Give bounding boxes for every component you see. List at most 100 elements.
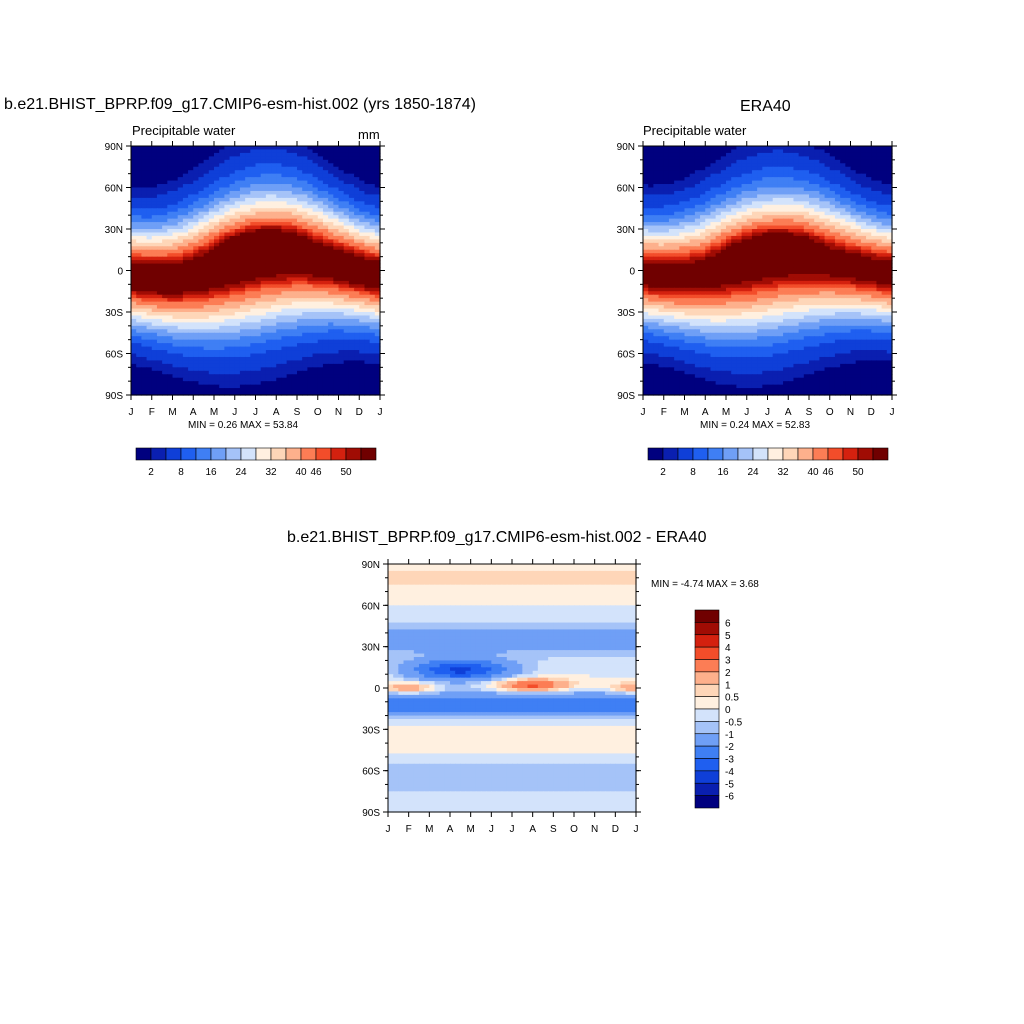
panel2-cell xyxy=(679,211,686,216)
panel1-cell xyxy=(214,208,220,213)
panel1-cell xyxy=(167,263,174,268)
panel1-cell xyxy=(188,284,194,289)
panel2-cell xyxy=(777,242,784,247)
panel1-cell xyxy=(229,280,236,285)
panel1-cell xyxy=(317,370,324,375)
panel1-cell xyxy=(203,367,210,372)
panel1-cell xyxy=(374,315,381,320)
panel1-cell xyxy=(214,353,220,358)
panel1-cell xyxy=(131,146,137,151)
panel2-cell xyxy=(700,225,706,230)
panel1-cell xyxy=(250,315,257,320)
panel2-cell xyxy=(814,152,820,157)
panel1-cell xyxy=(333,235,340,240)
panel1-cell xyxy=(214,356,220,362)
panel2-cell xyxy=(736,232,743,237)
panel1-cell xyxy=(255,222,262,227)
panel1-cell xyxy=(193,190,200,196)
panel2-cell xyxy=(824,177,831,182)
panel1-cell xyxy=(338,287,345,292)
panel1-cell xyxy=(203,298,210,303)
panel1-cell xyxy=(177,388,184,393)
panel2-cell xyxy=(658,218,665,223)
panel1-cell xyxy=(234,381,241,386)
panel2-cell xyxy=(751,177,758,182)
panel1-cell xyxy=(234,235,241,240)
panel2-cell xyxy=(757,242,763,247)
panel1-cell xyxy=(312,332,319,337)
panel2-cell xyxy=(798,218,805,223)
panel2-cell xyxy=(772,201,779,206)
panel1-cell xyxy=(239,215,246,220)
panel1-cell xyxy=(328,267,334,272)
panel1-cell xyxy=(172,180,179,185)
panel2-cell xyxy=(751,194,758,199)
panel2-cell xyxy=(684,170,691,175)
panel1-cell xyxy=(260,204,267,209)
panel1-cell xyxy=(167,159,174,164)
panel1-cell xyxy=(162,336,168,341)
panel2-cell xyxy=(850,218,857,223)
panel1-cell xyxy=(177,156,184,161)
panel1-cell xyxy=(364,381,371,386)
panel1-cell xyxy=(245,180,251,185)
panel1-cell xyxy=(374,239,381,244)
panel1-cell xyxy=(328,163,334,168)
panel1-cell xyxy=(322,301,329,306)
panel1-cell xyxy=(255,149,262,154)
panel1-cell xyxy=(364,229,371,234)
panel2-cell xyxy=(850,242,857,247)
panel1-cell xyxy=(250,246,257,251)
panel1-cell xyxy=(281,343,288,348)
panel1-cell xyxy=(214,343,220,348)
panel1-cell xyxy=(307,312,314,317)
panel1-cell xyxy=(317,301,324,306)
panel1-cell xyxy=(302,305,308,310)
panel1-cell xyxy=(193,377,200,382)
panel1-cell xyxy=(281,350,288,355)
panel1-cell xyxy=(317,260,324,265)
panel1-cell xyxy=(359,242,366,247)
panel1-cell xyxy=(151,381,158,386)
panel1-colorbar-box xyxy=(330,447,347,461)
panel1-cell xyxy=(239,370,246,375)
panel2-cell xyxy=(866,201,872,206)
panel1-cell xyxy=(322,208,329,213)
panel1-cell xyxy=(255,339,262,344)
panel1-cell xyxy=(208,329,215,334)
panel1-cell xyxy=(354,336,360,341)
panel1-cell xyxy=(151,229,158,234)
panel1-cell xyxy=(156,360,163,365)
panel1-cell xyxy=(146,294,153,299)
panel2-cell xyxy=(793,187,800,192)
panel2-cell xyxy=(767,235,774,240)
panel1-cell xyxy=(188,381,194,386)
panel1-cell xyxy=(271,242,277,247)
panel1-cell xyxy=(369,177,376,182)
panel2-cell xyxy=(881,149,888,154)
panel2-cell xyxy=(679,239,686,244)
panel1-cell xyxy=(167,232,174,237)
panel1-cell xyxy=(302,204,308,209)
panel1-cell xyxy=(229,249,236,254)
panel2-cell xyxy=(741,152,748,157)
panel1-cell xyxy=(265,263,272,268)
panel1-cell xyxy=(281,322,288,327)
panel1-cell xyxy=(286,180,293,185)
panel1-cell xyxy=(167,343,174,348)
panel2-cell xyxy=(860,190,867,196)
panel1-cell xyxy=(203,232,210,237)
panel1-cell xyxy=(265,190,272,196)
panel1-cell xyxy=(281,280,288,285)
panel2-cell xyxy=(788,232,795,237)
panel2-cell xyxy=(720,180,727,185)
panel1-cell xyxy=(245,332,251,337)
panel1-cell xyxy=(328,336,334,341)
panel1-cell xyxy=(131,308,137,313)
panel1-cell xyxy=(333,239,340,244)
panel1-cell xyxy=(307,194,314,199)
panel2-cell xyxy=(726,211,732,216)
panel2-cell xyxy=(648,166,654,171)
panel1-cell xyxy=(198,260,205,265)
panel1-cell xyxy=(359,377,366,382)
